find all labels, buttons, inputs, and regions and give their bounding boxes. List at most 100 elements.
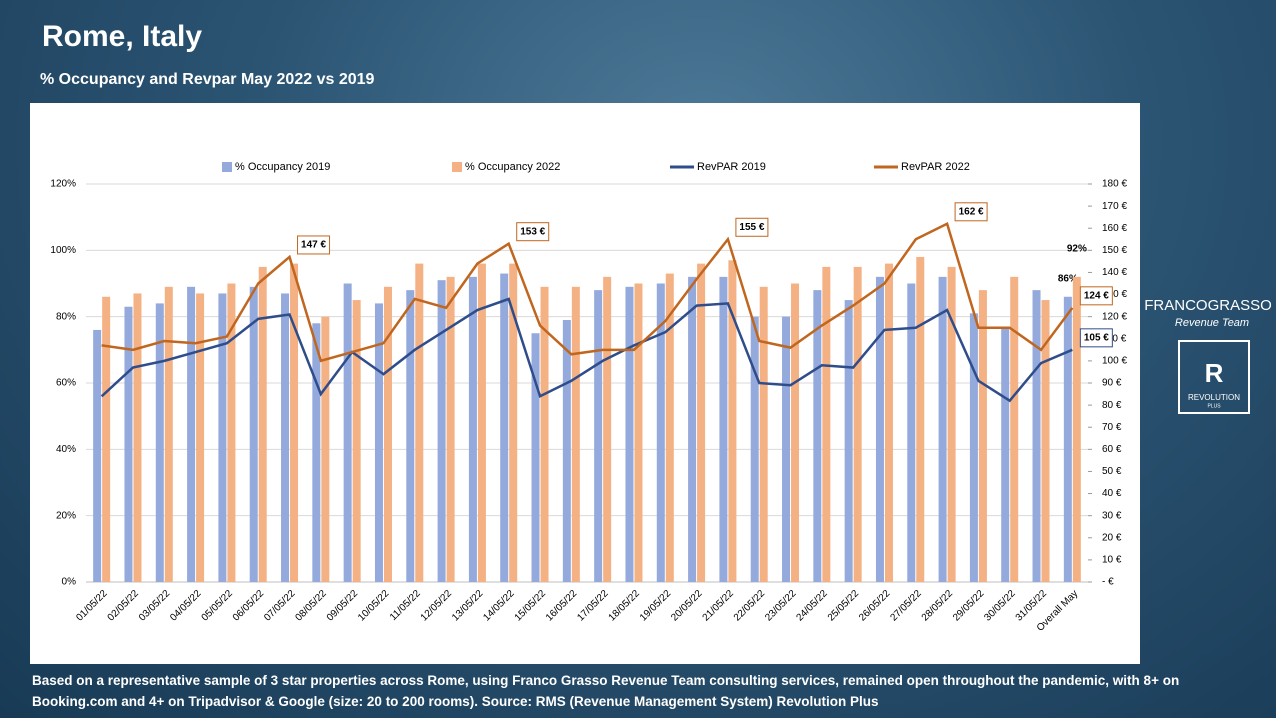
bar: [540, 286, 549, 582]
bar: [124, 306, 133, 582]
subtitle: % Occupancy and Revpar May 2022 vs 2019: [40, 71, 375, 88]
logo: REVOLUTION: [1188, 393, 1240, 402]
bar: [813, 290, 822, 582]
bar: [477, 263, 486, 582]
bar: [352, 300, 361, 582]
bar: [415, 263, 424, 582]
bar: [531, 333, 540, 582]
bar: [634, 283, 643, 582]
bar: [281, 293, 290, 582]
bar: [374, 303, 383, 582]
bar: [875, 276, 884, 582]
y2-tick-label: 40 €: [1102, 488, 1122, 499]
bar: [155, 303, 164, 582]
y-tick-label: 0%: [62, 577, 77, 588]
bar: [509, 263, 518, 582]
logo: FRANCOGRASSO: [1144, 297, 1272, 314]
bar: [218, 293, 227, 582]
bar: [562, 319, 571, 582]
y2-tick-label: 30 €: [1102, 510, 1122, 521]
y-tick-label: 40%: [56, 444, 76, 455]
bar: [102, 296, 111, 582]
bar: [947, 266, 956, 582]
y-tick-label: 100%: [50, 245, 76, 256]
bar: [822, 266, 831, 582]
bar: [437, 280, 446, 582]
bar: [227, 283, 236, 582]
y2-tick-label: 160 €: [1102, 223, 1127, 234]
bar: [446, 276, 455, 582]
legend-label: % Occupancy 2022: [465, 161, 560, 173]
y-tick-label: 20%: [56, 510, 76, 521]
y2-tick-label: 180 €: [1102, 179, 1127, 190]
y2-tick-label: 110 €: [1102, 333, 1127, 344]
bar: [571, 286, 580, 582]
data-label-box: [735, 217, 769, 237]
bar: [468, 276, 477, 582]
bar: [969, 313, 978, 582]
data-label-box: [1079, 286, 1113, 306]
bar: [1032, 290, 1041, 582]
bar: [625, 286, 634, 582]
y2-tick-label: 120 €: [1102, 311, 1127, 322]
bar: [656, 283, 665, 582]
data-label: 124 €: [1084, 290, 1109, 301]
y-tick-label: 120%: [50, 179, 76, 190]
data-label: 162 €: [959, 206, 984, 217]
bar: [133, 293, 142, 582]
bar: [728, 260, 737, 582]
bar: [1010, 276, 1019, 582]
bar: [312, 323, 321, 582]
data-label-box: [516, 222, 550, 242]
y2-tick-label: 150 €: [1102, 245, 1127, 256]
bar: [406, 290, 415, 582]
legend-swatch: [452, 162, 462, 172]
bar: [791, 283, 800, 582]
bar: [594, 290, 603, 582]
data-label-box: [1079, 328, 1113, 348]
bar: [196, 293, 205, 582]
y2-tick-label: 80 €: [1102, 400, 1122, 411]
y2-tick-label: 140 €: [1102, 267, 1127, 278]
logo-box: [1178, 340, 1250, 414]
bar: [688, 276, 697, 582]
logo-sub: PLUS: [1207, 403, 1221, 409]
line: [100, 297, 1073, 403]
bar: [343, 283, 352, 582]
y2-tick-label: 70 €: [1102, 422, 1122, 433]
y2-tick-label: 100 €: [1102, 356, 1127, 367]
bar: [782, 316, 791, 582]
legend-label: RevPAR 2022: [901, 161, 970, 173]
bar: [290, 263, 299, 582]
bar: [383, 286, 392, 582]
data-label: 86%: [1058, 273, 1078, 284]
bar: [1072, 276, 1081, 582]
line: [101, 222, 1074, 363]
data-label: 92%: [1067, 244, 1087, 255]
legend-swatch: [222, 162, 232, 172]
y2-tick-label: 60 €: [1102, 444, 1122, 455]
data-label-box: [954, 202, 988, 222]
bar: [750, 316, 759, 582]
y-tick-label: 60%: [56, 378, 76, 389]
y2-tick-label: 170 €: [1102, 201, 1127, 212]
bar: [1001, 326, 1010, 582]
data-label: 147 €: [301, 240, 326, 251]
data-label: 155 €: [739, 222, 764, 233]
bar: [916, 256, 925, 582]
title: Rome, Italy: [42, 20, 202, 53]
logo-icon: R: [1205, 358, 1224, 388]
bar: [93, 329, 102, 582]
bar: [938, 276, 947, 582]
bar: [697, 263, 706, 582]
bar: [164, 286, 173, 582]
bar: [665, 273, 674, 582]
footnote: Based on a representative sample of 3 st…: [32, 673, 1180, 709]
y2-tick-label: 10 €: [1102, 555, 1122, 566]
bar: [1041, 300, 1050, 582]
y2-tick-label: 130 €: [1102, 289, 1127, 300]
bar: [978, 290, 987, 582]
bar: [500, 273, 509, 582]
bar: [1063, 296, 1072, 582]
